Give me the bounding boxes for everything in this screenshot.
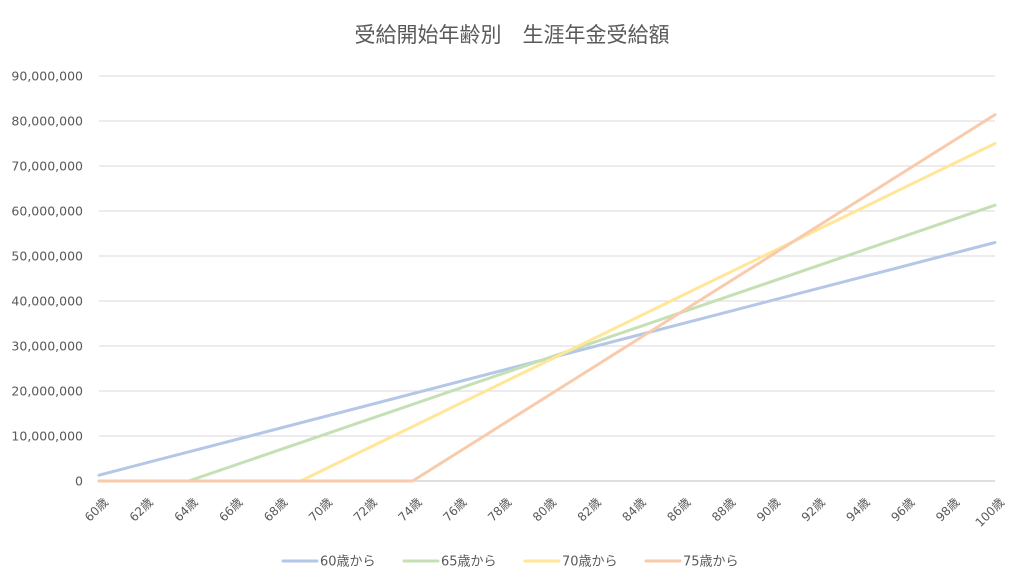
y-tick-label: 80,000,000 bbox=[11, 114, 83, 129]
y-tick-label: 0 bbox=[75, 474, 83, 489]
x-tick-label: 100歳 bbox=[973, 495, 1008, 530]
x-tick-label: 78歳 bbox=[485, 495, 514, 524]
x-tick-label: 92歳 bbox=[799, 495, 828, 524]
x-tick-label: 94歳 bbox=[844, 495, 873, 524]
legend: 60歳から 65歳から 70歳から 75歳から bbox=[281, 555, 739, 570]
y-tick-label: 40,000,000 bbox=[11, 294, 83, 309]
x-tick-label: 90歳 bbox=[754, 495, 783, 524]
x-tick-label: 82歳 bbox=[575, 495, 604, 524]
legend-label: 60歳から bbox=[320, 555, 376, 570]
x-tick-label: 84歳 bbox=[620, 495, 649, 524]
x-tick-label: 86歳 bbox=[664, 495, 693, 524]
series-line bbox=[97, 142, 997, 483]
y-tick-label: 10,000,000 bbox=[11, 429, 83, 444]
x-tick-label: 60歳 bbox=[82, 495, 111, 524]
x-tick-label: 72歳 bbox=[351, 495, 380, 524]
x-tick-label: 68歳 bbox=[261, 495, 290, 524]
chart-title: 受給開始年齢別 生涯年金受給額 bbox=[355, 23, 670, 47]
y-tick-label: 70,000,000 bbox=[11, 159, 83, 174]
x-tick-label: 76歳 bbox=[440, 495, 469, 524]
series-lines bbox=[97, 113, 997, 483]
x-axis-ticks: 60歳 62歳 64歳 66歳 68歳 70歳 72歳 74歳 76歳 78歳 80歳 82歳 84歳 8… bbox=[82, 495, 1007, 530]
x-tick-label: 70歳 bbox=[306, 495, 335, 524]
series-line bbox=[97, 113, 997, 483]
legend-label: 65歳から bbox=[441, 555, 497, 570]
x-tick-label: 80歳 bbox=[530, 495, 559, 524]
x-tick-label: 74歳 bbox=[396, 495, 425, 524]
x-tick-label: 62歳 bbox=[127, 495, 156, 524]
x-tick-label: 64歳 bbox=[172, 495, 201, 524]
y-tick-label: 20,000,000 bbox=[11, 384, 83, 399]
legend-label: 70歳から bbox=[562, 555, 618, 570]
y-tick-label: 60,000,000 bbox=[11, 204, 83, 219]
x-tick-label: 98歳 bbox=[933, 495, 962, 524]
y-tick-label: 30,000,000 bbox=[11, 339, 83, 354]
y-tick-label: 50,000,000 bbox=[11, 249, 83, 264]
x-tick-label: 88歳 bbox=[709, 495, 738, 524]
y-axis-ticks: 0 10,000,000 20,000,000 30,000,000 40,000,00… bbox=[11, 69, 83, 489]
x-tick-label: 66歳 bbox=[216, 495, 245, 524]
legend-label: 75歳から bbox=[683, 555, 739, 570]
x-tick-label: 96歳 bbox=[888, 495, 917, 524]
y-tick-label: 90,000,000 bbox=[11, 69, 83, 84]
